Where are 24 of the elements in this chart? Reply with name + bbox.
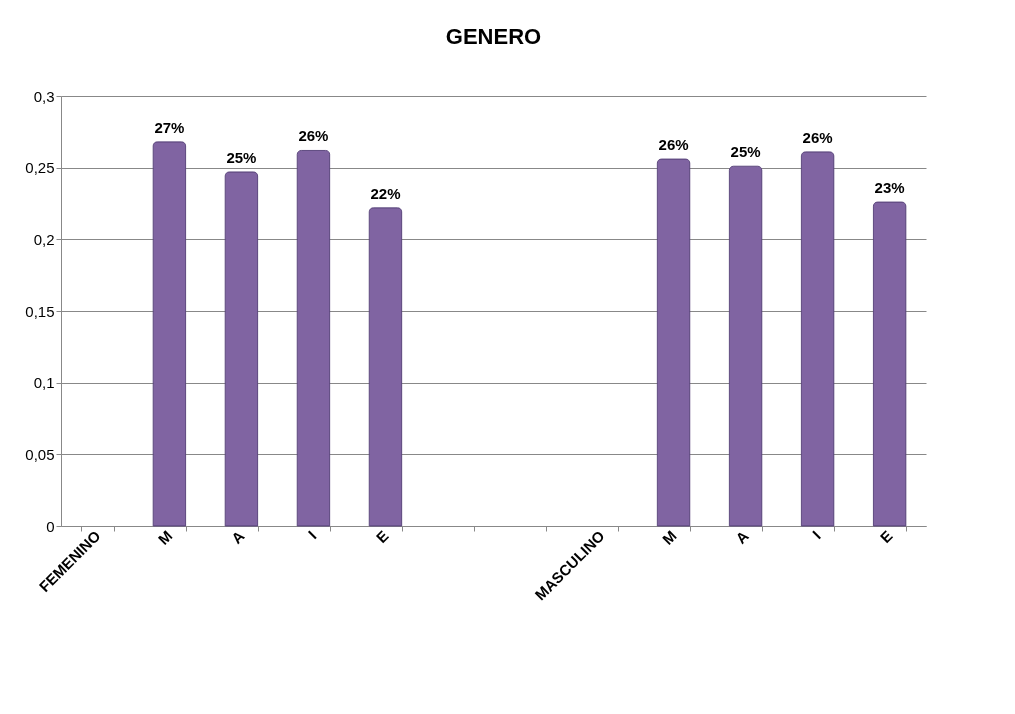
data-label: 25%: [730, 143, 761, 161]
x-tick-label: A: [227, 527, 248, 547]
y-tick-label: 0,1: [33, 374, 55, 392]
data-label: 26%: [658, 136, 689, 154]
data-label: 26%: [298, 127, 329, 145]
x-tick-label: M: [658, 527, 680, 548]
x-tick-label: E: [372, 527, 392, 547]
y-tick-label: 0,3: [33, 87, 55, 105]
y-tick-label: 0,15: [25, 302, 55, 320]
y-tick-label: 0,2: [33, 230, 55, 248]
x-tick-label: I: [808, 527, 824, 543]
x-tick-label: I: [304, 527, 320, 543]
x-tick-label: M: [154, 527, 176, 548]
chart-title: GENERO: [445, 24, 542, 49]
y-tick-label: 0,05: [25, 445, 55, 463]
data-label: 27%: [154, 118, 185, 136]
y-tick-label: 0,25: [25, 159, 55, 177]
y-tick-label: 0: [46, 517, 55, 535]
data-label: 23%: [874, 179, 905, 197]
x-tick-label: E: [876, 527, 896, 547]
data-label: 22%: [370, 184, 401, 202]
x-tick-label: A: [732, 527, 752, 547]
data-label: 25%: [226, 148, 257, 166]
data-label: 26%: [802, 128, 833, 146]
